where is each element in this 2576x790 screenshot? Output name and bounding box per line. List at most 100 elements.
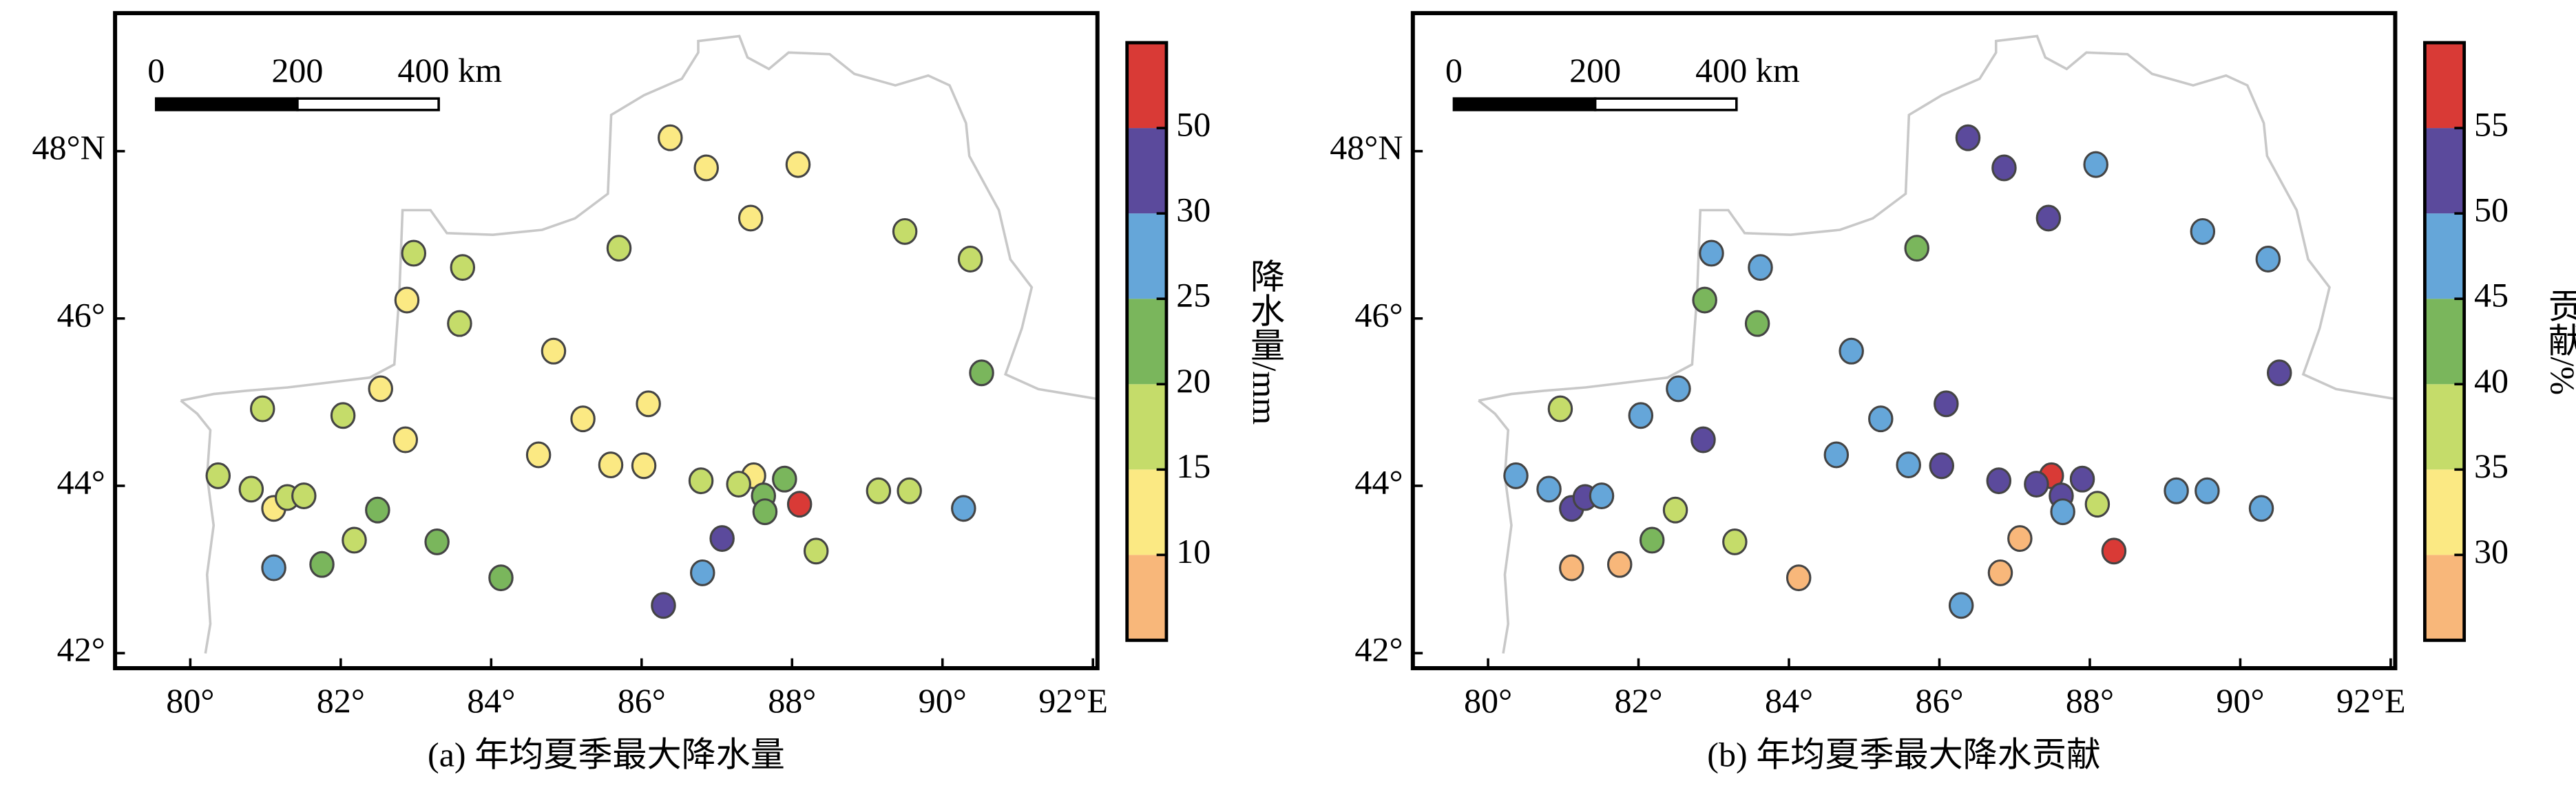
station-point <box>365 496 390 524</box>
colorbar-segment <box>1127 299 1166 385</box>
y-tick-label: 48°N <box>1330 128 1403 167</box>
colorbar-tick-label: 35 <box>2474 447 2509 485</box>
station-point <box>541 337 567 365</box>
y-tick-label: 44° <box>57 462 105 501</box>
station-point <box>1662 496 1688 524</box>
scale-label: 400 km <box>1695 51 1800 89</box>
colorbar-segment <box>1127 43 1166 129</box>
colorbar-segment <box>2425 555 2464 641</box>
station-point <box>1929 452 1955 480</box>
y-tick-label: 48°N <box>32 128 105 167</box>
station-point <box>1547 395 1573 423</box>
station-point <box>570 405 596 433</box>
scale-bar-white <box>296 97 440 111</box>
colorbar-tick-label: 30 <box>1176 191 1211 229</box>
x-tick-label: 84° <box>467 681 515 720</box>
x-tick-label: 92°E <box>2336 681 2406 720</box>
colorbar-tick-label: 45 <box>2474 276 2509 314</box>
colorbar-segment <box>2425 384 2464 470</box>
station-point <box>737 204 764 232</box>
colorbar-segment <box>2425 213 2464 299</box>
colorbar-tick-label: 30 <box>2474 532 2509 570</box>
station-point <box>598 451 624 479</box>
colorbar-frame <box>2423 41 2467 642</box>
scale-label: 0 <box>1445 51 1463 89</box>
station-point <box>951 495 976 522</box>
station-point <box>2024 471 2049 498</box>
region-boundary <box>1478 399 1513 654</box>
x-tick-label: 80° <box>1464 681 1512 720</box>
colorbar-segment <box>2425 299 2464 385</box>
station-point <box>1986 467 2012 495</box>
station-point <box>1639 526 1665 554</box>
y-tick-label: 46° <box>57 295 105 334</box>
station-point <box>261 554 286 581</box>
station-point <box>1744 310 1770 337</box>
x-tick-label: 82° <box>1614 681 1662 720</box>
station-point <box>488 564 514 592</box>
colorbar-segment <box>1127 213 1166 299</box>
station-point <box>238 476 264 503</box>
colorbar-tick-label: 10 <box>1176 532 1211 570</box>
station-point <box>1991 154 2017 182</box>
station-point <box>205 462 231 489</box>
scale-bar-white <box>1593 97 1738 111</box>
x-tick-label: 92°E <box>1038 681 1108 720</box>
station-point <box>2050 498 2075 526</box>
station-point <box>1628 402 1654 429</box>
x-tick-label: 90° <box>919 681 967 720</box>
colorbar-tick-label: 50 <box>1176 105 1211 144</box>
station-point <box>2035 204 2062 232</box>
station-point <box>2266 359 2292 387</box>
station-point <box>752 498 778 526</box>
station-point <box>693 154 719 182</box>
y-tick-label: 42° <box>1354 630 1403 669</box>
colorbar-tick-label: 25 <box>1176 276 1211 314</box>
station-point <box>1896 451 1921 479</box>
panel-title: (b) 年均夏季最大降水贡献 <box>1707 736 2101 774</box>
scale-bar-black <box>154 97 299 111</box>
station-point <box>1606 551 1633 578</box>
station-point <box>658 124 683 151</box>
station-point <box>2164 477 2189 504</box>
scale-label: 200 <box>271 51 323 89</box>
colorbar-tick-label: 20 <box>1176 361 1211 400</box>
station-point <box>2101 537 2127 565</box>
y-tick-label: 44° <box>1354 462 1403 501</box>
x-tick-label: 80° <box>166 681 214 720</box>
colorbar-segment <box>1127 555 1166 641</box>
station-point <box>1839 337 1864 365</box>
scale-label: 400 km <box>397 51 502 89</box>
station-point <box>957 246 983 273</box>
colorbar-tick-label: 40 <box>2474 361 2509 400</box>
colorbar-segment <box>1127 384 1166 470</box>
x-tick-label: 86° <box>618 681 666 720</box>
colorbar-segment <box>2425 469 2464 555</box>
station-point <box>1786 564 1812 592</box>
station-point <box>1823 441 1850 469</box>
station-point <box>969 359 994 387</box>
station-point <box>2190 217 2216 245</box>
colorbar-label vert: 贡献/% <box>2544 288 2576 395</box>
station-point <box>1722 528 1748 555</box>
region-boundary <box>180 399 216 654</box>
station-point <box>866 477 892 504</box>
station-point <box>401 239 427 267</box>
station-point <box>631 452 657 480</box>
colorbar-label vert: 降水量/mm <box>1246 258 1284 425</box>
station-point <box>424 528 450 555</box>
x-tick-label: 88° <box>768 681 816 720</box>
region-boundary <box>180 34 1098 402</box>
colorbar-segment <box>2425 128 2464 214</box>
scale-label: 200 <box>1569 51 1621 89</box>
axes-frame <box>1410 11 2398 670</box>
station-point <box>1536 476 1562 503</box>
station-point <box>803 537 829 565</box>
x-tick-label: 84° <box>1765 681 1813 720</box>
station-point <box>1868 405 1894 433</box>
x-tick-label: 90° <box>2216 681 2264 720</box>
station-point <box>309 551 335 578</box>
station-point <box>525 441 552 469</box>
station-point <box>2084 491 2111 518</box>
